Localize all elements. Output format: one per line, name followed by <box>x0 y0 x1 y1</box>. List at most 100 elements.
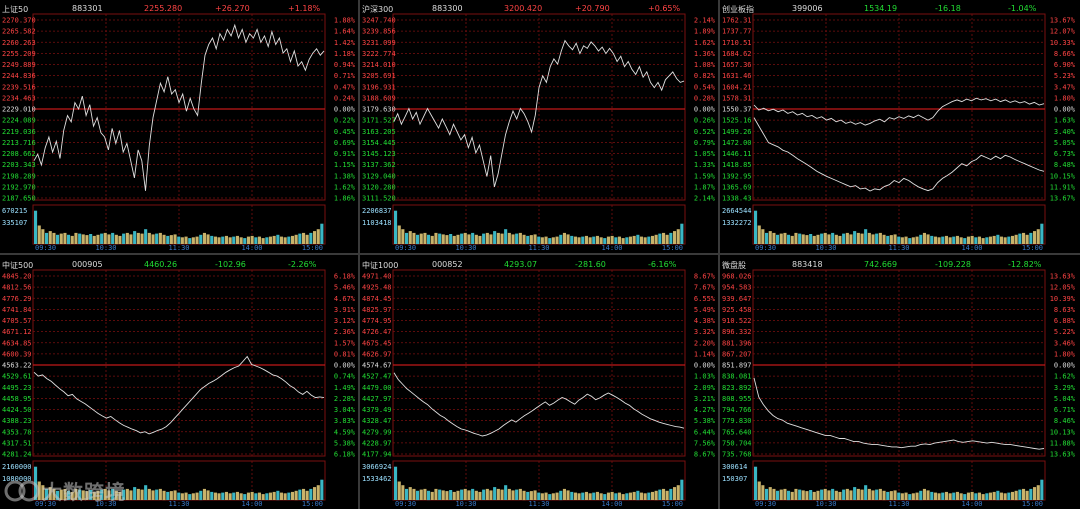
volume-bar <box>235 491 239 500</box>
price-tick-label: 765.640 <box>722 428 752 436</box>
volume-bar <box>45 232 49 244</box>
volume-bar <box>992 491 996 500</box>
price-tick-label: 4479.00 <box>362 384 392 392</box>
volume-bar <box>933 236 937 244</box>
pct-tick-label: 5.05% <box>1054 139 1076 147</box>
price-tick-label: 3188.609 <box>362 94 396 102</box>
volume-bar <box>757 225 761 244</box>
pct-tick-label: 2.14% <box>694 195 716 203</box>
volume-bar <box>56 234 60 245</box>
chart-panel-hs300[interactable]: 沪深300 883300 3200.420 +20.790 +0.65% 3247.740… <box>360 0 718 253</box>
price-tick-label: 4529.61 <box>2 373 32 381</box>
volume-bar <box>188 494 192 500</box>
pct-tick-label: 1.49% <box>334 384 356 392</box>
volume-bar <box>658 489 662 500</box>
volume-bar <box>217 237 221 244</box>
panel-header: 上证50 883301 2255.280 +26.270 +1.18% <box>0 0 358 14</box>
volume-bar <box>254 237 258 244</box>
volume-bar <box>114 490 118 501</box>
pct-tick-label: 2.09% <box>694 384 716 392</box>
volume-bar <box>261 494 265 500</box>
volume-bar <box>188 238 192 244</box>
volume-bar <box>673 487 677 500</box>
price-tick-label: 925.458 <box>722 306 752 314</box>
volume-bar <box>489 490 493 500</box>
chart-panel-microcap[interactable]: 微盘股 883418 742.669 -109.228 -12.82% 968.026 13… <box>720 256 1078 509</box>
volume-bar <box>111 232 115 244</box>
volume-bar <box>320 223 324 245</box>
price-tick-label: 4675.45 <box>362 339 392 347</box>
volume-bar <box>592 492 596 500</box>
pct-tick-label: 3.12% <box>334 317 356 325</box>
volume-bar <box>206 234 210 244</box>
volume-bar <box>999 492 1003 500</box>
pct-tick-label: 1.86% <box>334 195 356 203</box>
pct-tick-label: 0.52% <box>694 128 716 136</box>
price-tick-label: 4726.47 <box>362 328 392 336</box>
volume-bar <box>573 492 577 500</box>
chart-panel-cyb[interactable]: 创业板指 399006 1534.19 -16.18 -1.04% 1762.31 13.6… <box>720 0 1078 253</box>
chart-panel-sz50[interactable]: 上证50 883301 2255.280 +26.270 +1.18% 2270.370 1… <box>0 0 358 253</box>
volume-bar <box>430 235 434 244</box>
volume-bar <box>559 234 563 245</box>
volume-bar <box>74 232 78 244</box>
volume-bar <box>897 492 901 500</box>
volume-bar <box>787 234 791 245</box>
price-tick-label: 2213.716 <box>2 139 36 147</box>
volume-bar <box>654 234 658 245</box>
volume-bar <box>291 491 295 500</box>
volume-bar <box>467 490 471 500</box>
volume-bar <box>408 231 412 244</box>
pct-tick-label: 0.94% <box>334 61 356 69</box>
volume-bar <box>81 490 85 500</box>
chart-panel-zz1000[interactable]: 中证1000 000852 4293.07 -281.60 -6.16% 4971.40 8… <box>360 256 718 509</box>
volume-bar <box>926 234 930 244</box>
time-tick-label: 09:30 <box>755 500 776 508</box>
volume-bar <box>662 232 666 244</box>
volume-bar <box>816 490 820 501</box>
volume-bar <box>665 234 669 245</box>
volume-bar <box>831 488 835 500</box>
volume-bar <box>643 237 647 244</box>
volume-bar <box>555 236 559 244</box>
volume-bar <box>427 234 431 245</box>
index-price: 1534.19 <box>864 4 898 13</box>
price-tick-label: 4495.23 <box>2 384 32 392</box>
volume-bar <box>456 234 460 245</box>
price-tick-label: 4741.84 <box>2 306 32 314</box>
volume-bar <box>485 232 489 244</box>
panel-header: 中证500 000905 4460.26 -102.96 -2.26% <box>0 256 358 270</box>
time-tick-label: 15:00 <box>662 244 683 252</box>
time-tick-label: 09:30 <box>35 244 56 252</box>
volume-bar <box>294 490 298 501</box>
volume-bar <box>963 238 967 244</box>
watermark-text: 大数跨境 <box>42 480 126 504</box>
volume-bar <box>1003 237 1007 244</box>
volume-bar <box>908 494 912 500</box>
volume-bar <box>805 491 809 500</box>
volume-bar <box>886 235 890 244</box>
volume-bar <box>603 494 607 500</box>
volume-bar <box>669 232 673 244</box>
volume-bar <box>155 233 159 244</box>
time-tick-label: 10:30 <box>815 500 836 508</box>
price-tick-label: 1684.62 <box>722 50 752 58</box>
pct-tick-label: 1.14% <box>694 350 716 358</box>
volume-bar <box>1018 489 1022 500</box>
volume-bar <box>823 232 827 244</box>
pct-tick-label: 4.38% <box>694 317 716 325</box>
volume-bar <box>588 493 592 500</box>
volume-bar <box>48 231 52 244</box>
price-tick-label: 4424.50 <box>2 406 32 414</box>
volume-bar <box>853 231 857 244</box>
pct-tick-label: 4.27% <box>694 406 716 414</box>
volume-bar <box>298 233 302 244</box>
chart-panel-zz500[interactable]: 中证500 000905 4460.26 -102.96 -2.26% 4845.20 6.… <box>0 256 358 509</box>
volume-bar <box>526 491 530 500</box>
pct-tick-label: 0.74% <box>334 373 356 381</box>
volume-bar <box>265 493 269 500</box>
volume-bar <box>272 235 276 244</box>
volume-bar <box>74 488 78 500</box>
volume-bar <box>831 232 835 244</box>
price-tick-label: 4281.24 <box>2 451 32 459</box>
